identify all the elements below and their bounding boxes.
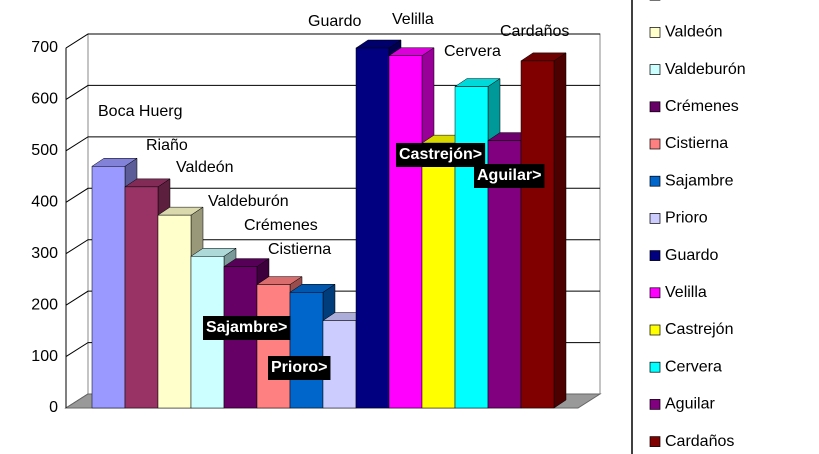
legend-swatch bbox=[649, 175, 661, 187]
side-wall bbox=[65, 33, 89, 409]
bar bbox=[520, 60, 555, 409]
legend-label: Cervera bbox=[665, 358, 722, 375]
data-label: Velilla bbox=[392, 11, 434, 28]
legend-swatch bbox=[649, 324, 661, 336]
legend-swatch bbox=[649, 64, 661, 75]
legend-swatch bbox=[649, 287, 661, 299]
legend-swatch bbox=[649, 399, 661, 410]
legend-swatch bbox=[649, 436, 661, 447]
bar bbox=[289, 292, 324, 409]
legend-label: Riaño bbox=[665, 0, 707, 3]
data-label: Riaño bbox=[146, 137, 188, 154]
data-label-box bbox=[396, 143, 486, 167]
data-label-box bbox=[268, 356, 331, 380]
data-label: Castrejón> bbox=[399, 146, 482, 163]
data-label: Aguilar> bbox=[477, 167, 541, 184]
legend-label: Valdeburón bbox=[665, 61, 746, 78]
bar bbox=[355, 47, 390, 409]
legend-label: Castrejón bbox=[665, 321, 733, 338]
bar bbox=[421, 142, 456, 409]
y-tick-label: 0 bbox=[49, 399, 58, 416]
bar bbox=[454, 86, 489, 409]
y-tick-label: 100 bbox=[31, 348, 58, 365]
bar bbox=[388, 55, 423, 409]
data-label: Prioro> bbox=[271, 359, 327, 376]
data-label: Valdeón bbox=[176, 159, 234, 176]
data-label: Crémenes bbox=[244, 217, 318, 234]
bar bbox=[157, 214, 192, 409]
data-label-box bbox=[474, 164, 545, 188]
legend-label: Cardaños bbox=[665, 433, 734, 450]
data-label-box bbox=[203, 316, 291, 340]
bar bbox=[91, 166, 126, 409]
data-label: Cervera bbox=[444, 43, 501, 60]
legend-label: Velilla bbox=[665, 284, 707, 301]
data-label: Cardaños bbox=[500, 23, 569, 40]
legend-label: Crémenes bbox=[665, 98, 739, 115]
legend-swatch bbox=[649, 138, 661, 150]
legend-label: Sajambre bbox=[665, 172, 734, 189]
data-label: Cistierna bbox=[268, 241, 331, 258]
legend-label: Cistierna bbox=[665, 135, 728, 152]
legend-label: Prioro bbox=[665, 210, 708, 227]
legend-label: Guardo bbox=[665, 247, 718, 264]
data-label: Guardo bbox=[308, 13, 361, 30]
legend-label: Valdeón bbox=[665, 24, 723, 41]
legend-label: Aguilar bbox=[665, 396, 715, 413]
y-tick-label: 400 bbox=[31, 194, 58, 211]
y-tick-label: 500 bbox=[31, 142, 58, 159]
bar bbox=[256, 284, 291, 409]
grid-line bbox=[65, 33, 600, 49]
y-tick-label: 700 bbox=[31, 39, 58, 56]
legend-swatch bbox=[649, 27, 661, 38]
y-tick-label: 300 bbox=[31, 245, 58, 262]
legend-swatch bbox=[649, 361, 661, 373]
data-label: Boca Huerg bbox=[98, 103, 183, 120]
bar-side bbox=[553, 52, 567, 409]
y-tick-label: 600 bbox=[31, 91, 58, 108]
legend-swatch bbox=[649, 101, 661, 113]
legend-swatch bbox=[649, 213, 661, 224]
legend-swatch bbox=[649, 250, 661, 261]
y-tick-label: 200 bbox=[31, 296, 58, 313]
bar bbox=[124, 186, 159, 409]
data-label: Sajambre> bbox=[206, 319, 287, 336]
data-label: Valdeburón bbox=[208, 193, 289, 210]
